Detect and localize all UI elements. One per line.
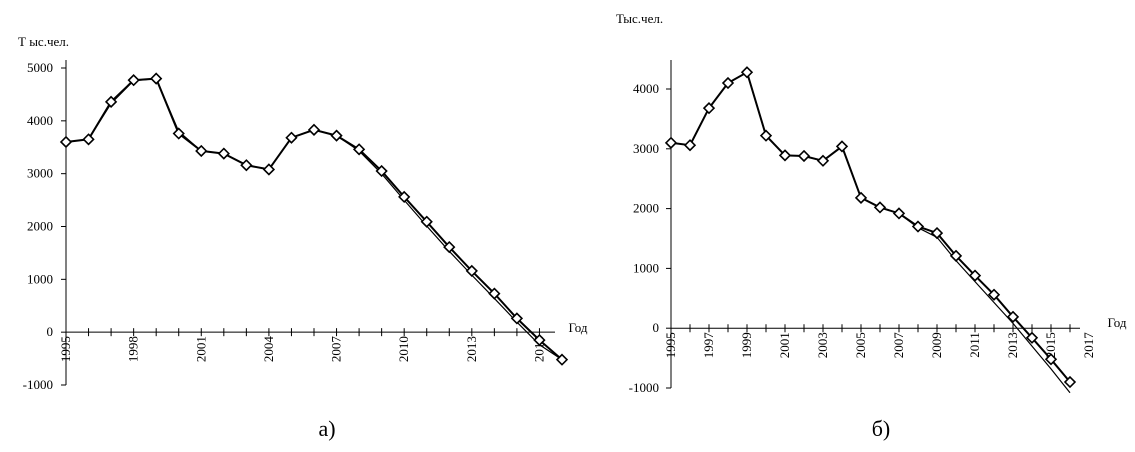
y-tick-label: -1000 [629,380,659,395]
y-tick-label: 0 [47,324,54,339]
y-tick-label: 0 [653,320,660,335]
data-point-marker [352,143,366,156]
data-point-marker [987,288,1001,301]
data-point-marker [1006,310,1020,323]
data-point-marker [1063,375,1077,389]
series-line-2 [65,77,563,361]
chart-caption: а) [318,416,335,441]
data-point-marker [82,133,95,146]
x-axis-label: Год [568,320,587,335]
y-axis-label: Тыс.чел. [616,11,663,26]
y-tick-label: 2000 [633,201,659,216]
data-point-marker [172,127,185,140]
data-point-marker [375,164,388,178]
data-point-marker [930,226,944,240]
y-tick-label: 4000 [27,113,53,128]
x-tick-label: 2013 [1005,332,1020,358]
x-tick-label: 2001 [777,332,792,358]
data-point-marker [968,269,982,282]
x-tick-label: 1997 [701,332,716,359]
x-tick-label: 1998 [126,336,141,362]
y-tick-label: 4000 [633,81,659,96]
y-tick-label: 2000 [27,219,53,234]
data-point-marker [262,163,276,176]
x-tick-label: 2011 [967,332,982,358]
data-point-marker [1025,331,1039,344]
chart-b: Тыс.чел. Год б) 4000 3000 2000 1000 0 -1000 1995 1… [616,11,1127,441]
x-tick-label: 2015 [1043,332,1058,358]
x-tick-label: 1999 [739,332,754,358]
y-tick-label: 5000 [27,60,53,75]
data-point-marker [873,201,887,214]
x-tick-label: 2005 [853,332,868,358]
data-point-marker [420,215,433,228]
data-point-marker [150,72,163,85]
y-axis-label: Т ыс.чел. [18,34,69,49]
y-tick-label: -1000 [23,377,53,392]
data-point-marker [854,191,868,204]
data-point-marker [330,129,343,142]
y-tick-label: 3000 [633,141,659,156]
series-line-2 [670,71,1071,394]
x-tick-label: 2013 [464,336,479,362]
data-point-marker [307,123,321,136]
data-point-marker [683,139,697,152]
data-point-marker [533,333,546,347]
y-tick-label: 1000 [27,271,53,286]
data-point-marker [443,240,456,254]
x-tick-label: 1995 [58,336,73,362]
x-tick-label: 2007 [329,336,344,363]
data-point-marker [949,249,963,262]
data-point-marker [1044,353,1058,366]
x-tick-label: 1995 [663,332,678,358]
data-point-marker [892,207,906,220]
y-tick-label: 3000 [27,166,53,181]
data-point-marker [488,287,501,300]
data-point-marker [195,144,208,158]
x-tick-label: 2003 [815,332,830,358]
data-point-marker [797,149,811,163]
series-line-1 [65,77,563,361]
x-tick-label: 2001 [193,336,208,362]
y-tick-label: 1000 [633,260,659,275]
x-tick-label: 2009 [929,332,944,358]
data-point-marker [104,95,118,108]
data-point-marker [759,129,773,142]
data-point-marker [835,140,849,153]
x-tick-label: 2010 [396,336,411,362]
data-point-marker [285,131,298,144]
data-point-marker [778,149,792,162]
data-point-marker [816,154,830,167]
x-tick-label: 2004 [261,336,276,363]
data-point-marker [721,76,735,90]
data-point-marker [702,102,716,115]
chart-a: Т ыс.чел. Год а) 5000 4000 3000 2000 1000 0 -1000… [18,34,588,441]
data-point-marker [127,74,140,87]
chart-caption: б) [872,416,891,441]
data-point-marker [59,135,73,149]
data-point-marker [664,136,678,149]
x-tick-label: 2017 [1081,332,1096,359]
data-point-marker [217,147,230,160]
data-point-marker [555,353,569,366]
data-point-marker [240,159,253,172]
data-point-marker [740,66,754,79]
x-tick-label: 2007 [891,332,906,359]
data-point-marker [510,312,524,325]
data-point-marker [398,190,411,204]
data-point-marker [465,264,478,278]
x-axis-label: Год [1107,315,1126,330]
data-point-marker [911,220,925,233]
